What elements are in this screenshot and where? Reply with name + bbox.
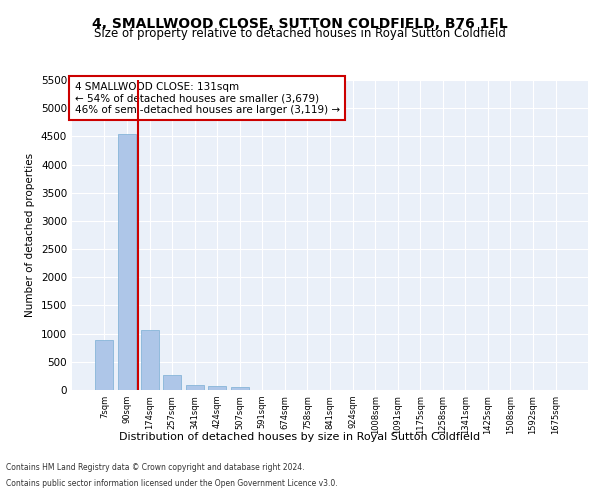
Bar <box>163 375 181 390</box>
Text: Size of property relative to detached houses in Royal Sutton Coldfield: Size of property relative to detached ho… <box>94 28 506 40</box>
Text: 4 SMALLWOOD CLOSE: 131sqm
← 54% of detached houses are smaller (3,679)
46% of se: 4 SMALLWOOD CLOSE: 131sqm ← 54% of detac… <box>74 82 340 115</box>
Bar <box>185 386 204 390</box>
Bar <box>118 134 136 390</box>
Bar <box>208 386 226 390</box>
Text: Contains HM Land Registry data © Crown copyright and database right 2024.: Contains HM Land Registry data © Crown c… <box>6 464 305 472</box>
Text: 4, SMALLWOOD CLOSE, SUTTON COLDFIELD, B76 1FL: 4, SMALLWOOD CLOSE, SUTTON COLDFIELD, B7… <box>92 18 508 32</box>
Bar <box>231 387 249 390</box>
Text: Contains public sector information licensed under the Open Government Licence v3: Contains public sector information licen… <box>6 478 338 488</box>
Text: Distribution of detached houses by size in Royal Sutton Coldfield: Distribution of detached houses by size … <box>119 432 481 442</box>
Bar <box>140 330 158 390</box>
Bar <box>95 340 113 390</box>
Y-axis label: Number of detached properties: Number of detached properties <box>25 153 35 317</box>
